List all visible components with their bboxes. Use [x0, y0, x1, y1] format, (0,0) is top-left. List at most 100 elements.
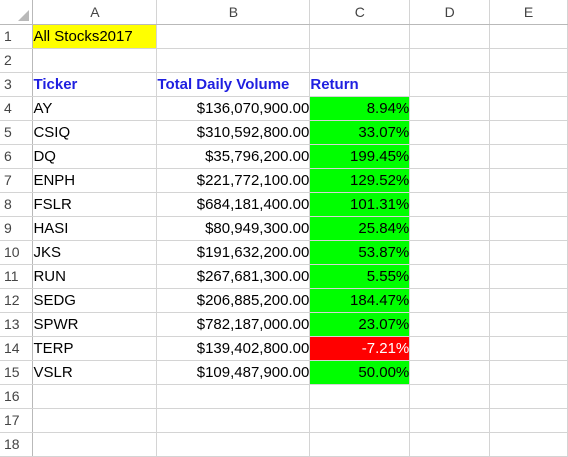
cell[interactable] [489, 336, 568, 361]
cell[interactable] [32, 384, 158, 409]
cell[interactable] [409, 336, 491, 361]
row-header[interactable]: 13 [0, 312, 34, 337]
cell[interactable] [409, 144, 491, 169]
volume-cell[interactable]: $206,885,200.00 [156, 288, 311, 313]
volume-cell[interactable]: $221,772,100.00 [156, 168, 311, 193]
cell[interactable] [409, 312, 491, 337]
sheet-title-cell[interactable]: All Stocks2017 [32, 24, 158, 49]
return-cell[interactable]: 53.87% [309, 240, 411, 265]
cell[interactable] [489, 264, 568, 289]
cell[interactable] [489, 312, 568, 337]
row-header[interactable]: 8 [0, 192, 34, 217]
row-header[interactable]: 5 [0, 120, 34, 145]
row-header[interactable]: 7 [0, 168, 34, 193]
cell[interactable] [489, 24, 568, 49]
return-cell[interactable]: 23.07% [309, 312, 411, 337]
row-header[interactable]: 16 [0, 384, 34, 409]
return-cell[interactable]: 101.31% [309, 192, 411, 217]
cell[interactable] [409, 288, 491, 313]
cell[interactable] [156, 384, 311, 409]
cell[interactable] [409, 72, 491, 97]
ticker-cell[interactable]: TERP [32, 336, 158, 361]
cell[interactable] [32, 432, 158, 457]
cell[interactable] [309, 24, 411, 49]
row-header[interactable]: 1 [0, 24, 34, 49]
cell[interactable] [409, 192, 491, 217]
volume-cell[interactable]: $191,632,200.00 [156, 240, 311, 265]
ticker-header-cell[interactable]: Ticker [32, 72, 158, 97]
cell[interactable] [156, 408, 311, 433]
cell[interactable] [309, 48, 411, 73]
column-header-a[interactable]: A [32, 0, 158, 25]
return-cell[interactable]: -7.21% [309, 336, 411, 361]
cell[interactable] [309, 384, 411, 409]
ticker-cell[interactable]: ENPH [32, 168, 158, 193]
cell[interactable] [489, 360, 568, 385]
row-header[interactable]: 12 [0, 288, 34, 313]
volume-cell[interactable]: $310,592,800.00 [156, 120, 311, 145]
ticker-cell[interactable]: CSIQ [32, 120, 158, 145]
cell[interactable] [409, 432, 491, 457]
cell[interactable] [489, 432, 568, 457]
column-header-b[interactable]: B [156, 0, 311, 25]
cell[interactable] [489, 288, 568, 313]
cell[interactable] [32, 408, 158, 433]
return-cell[interactable]: 5.55% [309, 264, 411, 289]
volume-cell[interactable]: $109,487,900.00 [156, 360, 311, 385]
cell[interactable] [309, 432, 411, 457]
row-header[interactable]: 18 [0, 432, 34, 457]
volume-cell[interactable]: $136,070,900.00 [156, 96, 311, 121]
return-cell[interactable]: 33.07% [309, 120, 411, 145]
ticker-cell[interactable]: RUN [32, 264, 158, 289]
cell[interactable] [32, 48, 158, 73]
cell[interactable] [156, 48, 311, 73]
volume-cell[interactable]: $139,402,800.00 [156, 336, 311, 361]
cell[interactable] [156, 432, 311, 457]
return-cell[interactable]: 50.00% [309, 360, 411, 385]
cell[interactable] [409, 120, 491, 145]
cell[interactable] [409, 24, 491, 49]
cell[interactable] [409, 384, 491, 409]
column-header-d[interactable]: D [409, 0, 491, 25]
ticker-cell[interactable]: AY [32, 96, 158, 121]
cell[interactable] [489, 384, 568, 409]
cell[interactable] [489, 408, 568, 433]
ticker-cell[interactable]: DQ [32, 144, 158, 169]
column-header-e[interactable]: E [489, 0, 568, 25]
return-header-cell[interactable]: Return [309, 72, 411, 97]
cell[interactable] [409, 408, 491, 433]
return-cell[interactable]: 184.47% [309, 288, 411, 313]
cell[interactable] [489, 216, 568, 241]
row-header[interactable]: 10 [0, 240, 34, 265]
ticker-cell[interactable]: SEDG [32, 288, 158, 313]
cell[interactable] [489, 120, 568, 145]
cell[interactable] [489, 96, 568, 121]
volume-cell[interactable]: $684,181,400.00 [156, 192, 311, 217]
cell[interactable] [409, 216, 491, 241]
cell[interactable] [409, 48, 491, 73]
row-header[interactable]: 14 [0, 336, 34, 361]
ticker-cell[interactable]: JKS [32, 240, 158, 265]
ticker-cell[interactable]: VSLR [32, 360, 158, 385]
row-header[interactable]: 11 [0, 264, 34, 289]
row-header[interactable]: 17 [0, 408, 34, 433]
ticker-cell[interactable]: FSLR [32, 192, 158, 217]
volume-cell[interactable]: $267,681,300.00 [156, 264, 311, 289]
row-header[interactable]: 2 [0, 48, 34, 73]
row-header[interactable]: 4 [0, 96, 34, 121]
cell[interactable] [156, 24, 311, 49]
cell[interactable] [409, 360, 491, 385]
volume-header-cell[interactable]: Total Daily Volume [156, 72, 311, 97]
volume-cell[interactable]: $80,949,300.00 [156, 216, 311, 241]
cell[interactable] [309, 408, 411, 433]
cell[interactable] [489, 168, 568, 193]
ticker-cell[interactable]: SPWR [32, 312, 158, 337]
cell[interactable] [489, 240, 568, 265]
cell[interactable] [409, 168, 491, 193]
cell[interactable] [489, 48, 568, 73]
return-cell[interactable]: 8.94% [309, 96, 411, 121]
cell[interactable] [409, 240, 491, 265]
ticker-cell[interactable]: HASI [32, 216, 158, 241]
select-all-corner[interactable] [0, 0, 34, 25]
cell[interactable] [489, 72, 568, 97]
